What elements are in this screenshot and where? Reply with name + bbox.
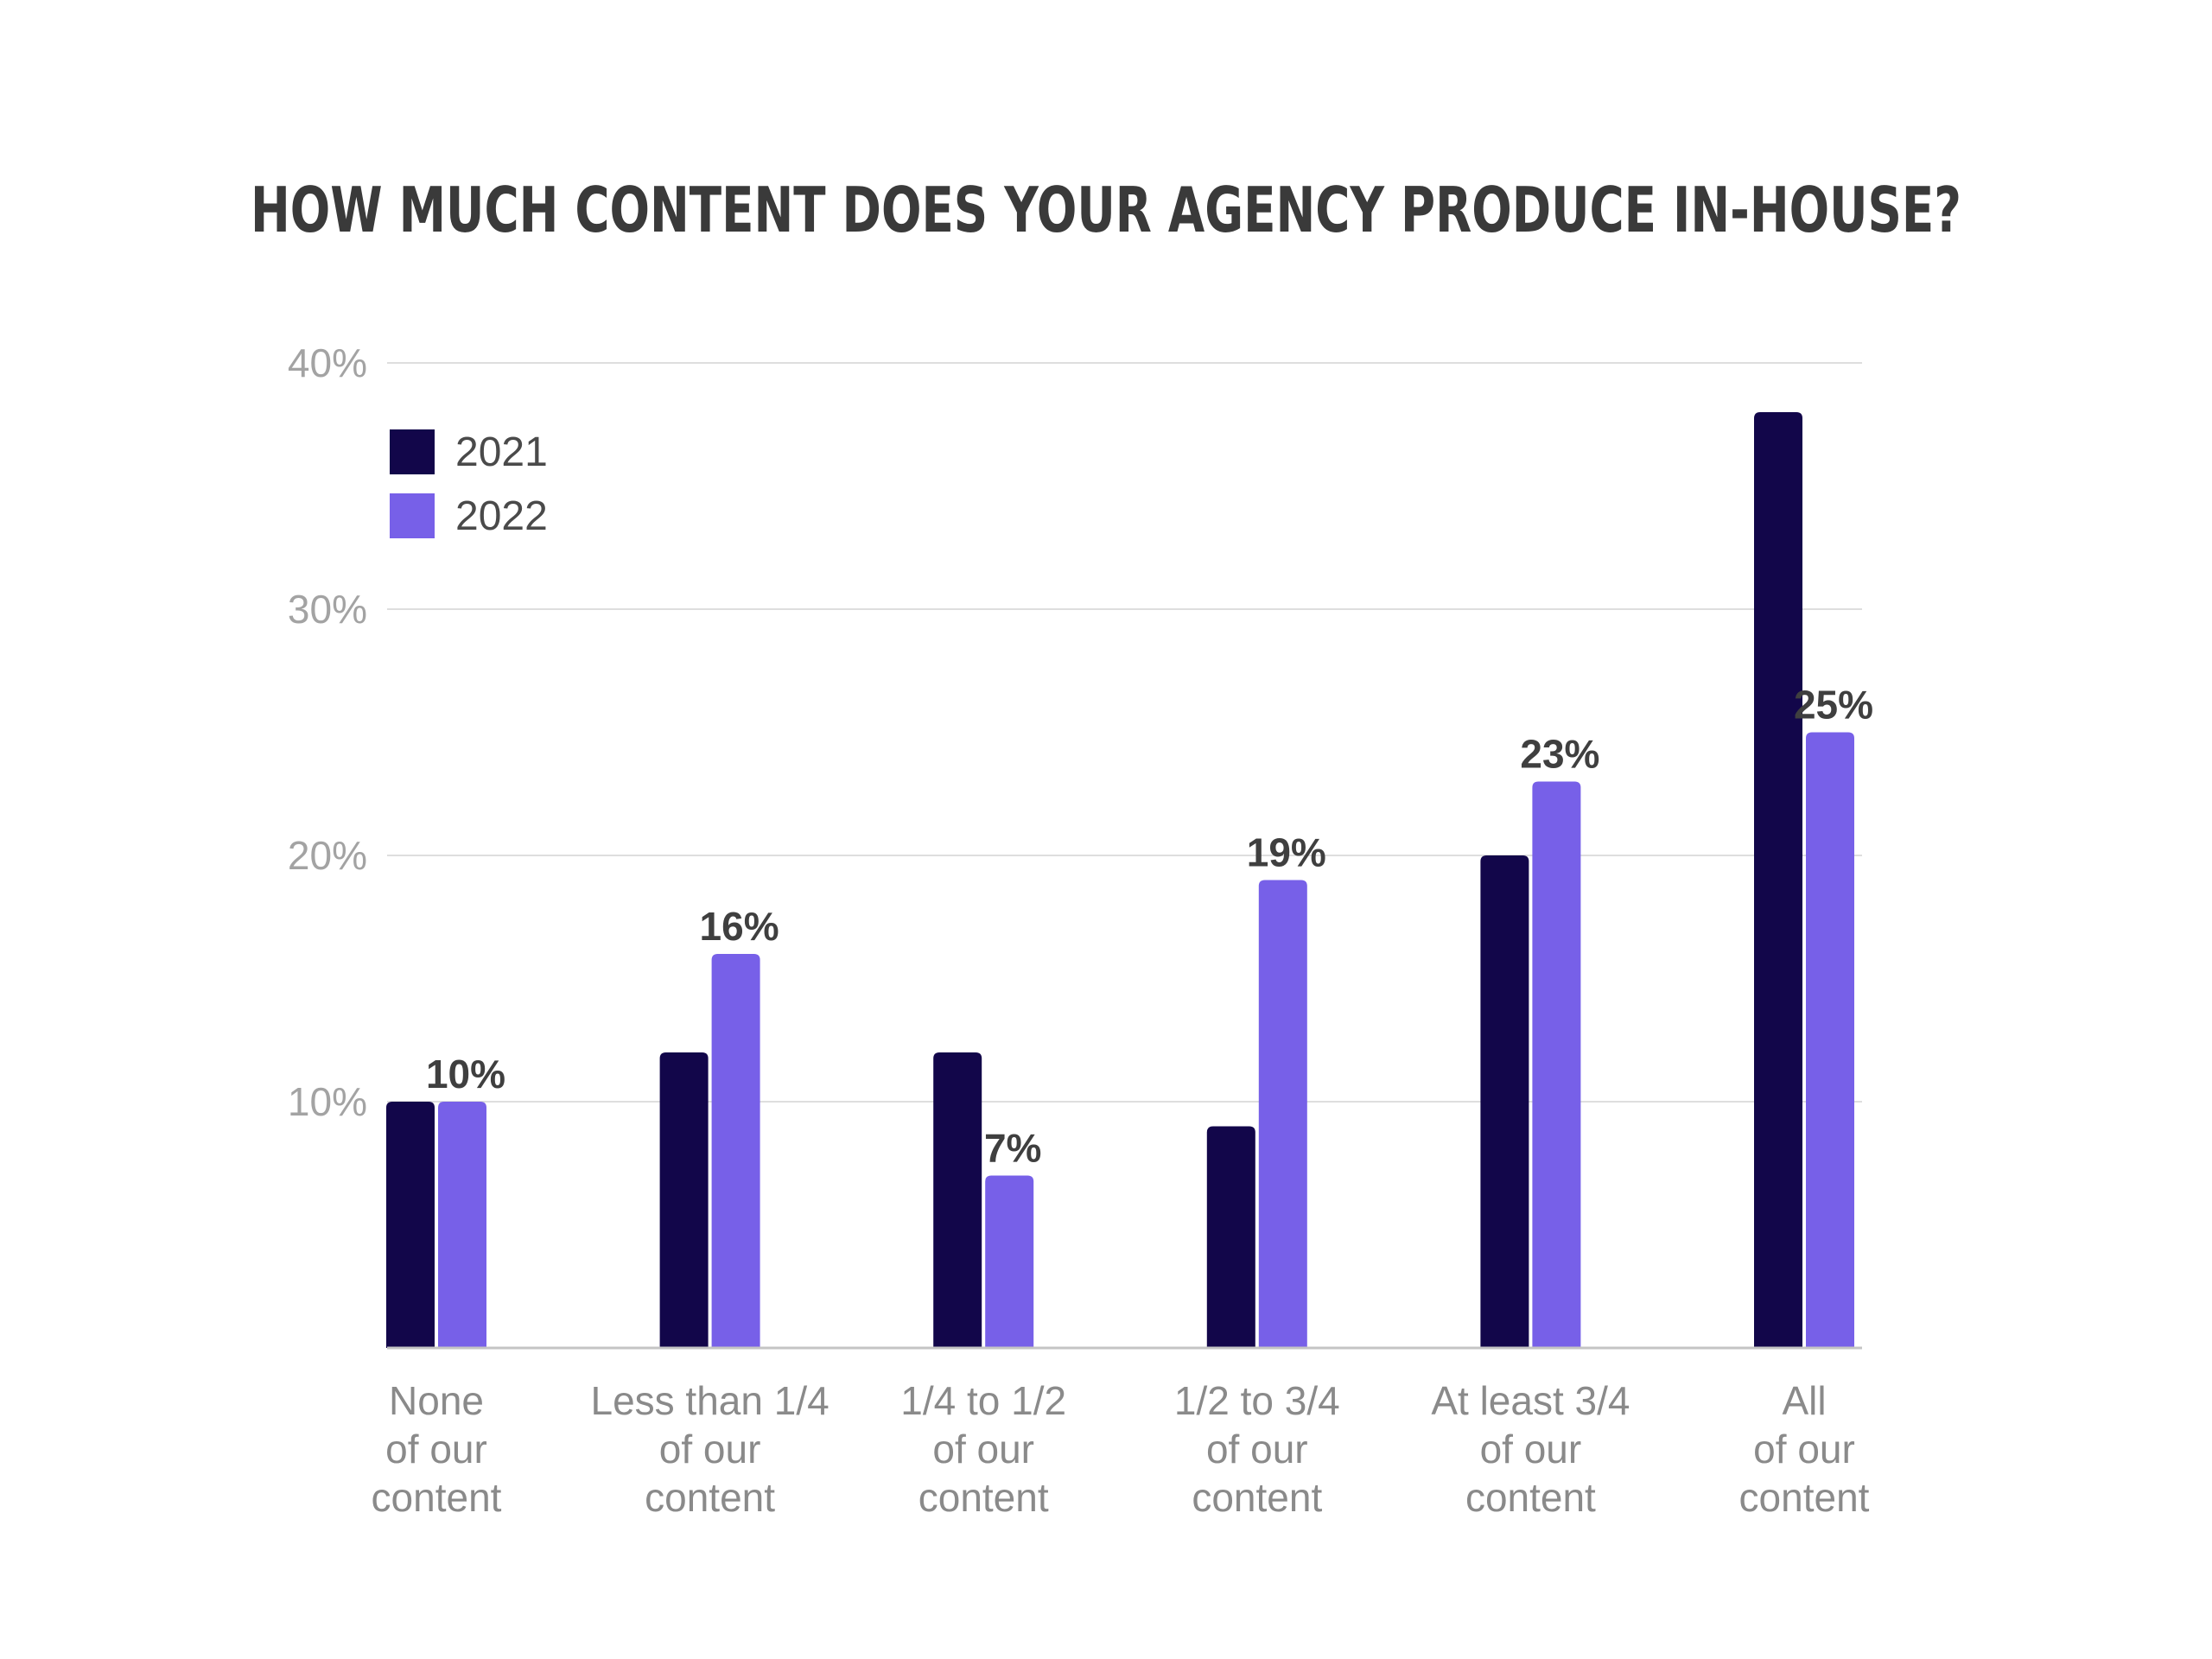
- bar-2021: [933, 1052, 982, 1348]
- x-category-label: of our: [1753, 1427, 1855, 1471]
- y-tick-label: 20%: [288, 833, 367, 878]
- bar-2022: [1258, 880, 1307, 1348]
- bars: [386, 412, 1854, 1348]
- legend-label-2022: 2022: [455, 493, 548, 539]
- bar-2021: [659, 1052, 709, 1348]
- bar-2022: [985, 1175, 1034, 1348]
- data-label: 7%: [984, 1126, 1041, 1171]
- x-category-label: content: [645, 1475, 775, 1520]
- data-label: 10%: [426, 1052, 505, 1096]
- x-category-label: content: [1192, 1475, 1322, 1520]
- x-category-label: of our: [1480, 1427, 1582, 1471]
- bar-2022: [711, 954, 760, 1348]
- bar-2022: [1806, 732, 1854, 1348]
- x-category-label: of our: [659, 1427, 761, 1471]
- x-category-label: content: [1465, 1475, 1596, 1520]
- y-tick-label: 10%: [288, 1079, 367, 1124]
- legend-label-2021: 2021: [455, 429, 548, 475]
- bar-2022: [438, 1102, 486, 1348]
- data-labels: 10% 16% 7% 19% 23% 25%: [426, 683, 1873, 1171]
- x-category-label: All: [1782, 1378, 1826, 1423]
- data-label: 23%: [1520, 732, 1599, 777]
- data-label: 25%: [1794, 683, 1873, 728]
- x-category-label: of our: [1206, 1427, 1308, 1471]
- legend-swatch-2022: [390, 493, 435, 538]
- x-category-label: content: [1739, 1475, 1870, 1520]
- bar-2021: [1206, 1126, 1255, 1348]
- x-category-label: 1/4 to 1/2: [900, 1378, 1066, 1423]
- gridlines: [387, 362, 1862, 1103]
- bar-2021: [1480, 855, 1529, 1348]
- x-category-label: content: [372, 1475, 502, 1520]
- chart-title: HOW MUCH CONTENT DOES YOUR AGENCY PRODUC…: [251, 174, 1961, 246]
- x-category-label: content: [918, 1475, 1049, 1520]
- x-category-label: 1/2 to 3/4: [1174, 1378, 1340, 1423]
- x-category-label: None: [389, 1378, 484, 1423]
- bar-2022: [1532, 781, 1581, 1348]
- x-category-label: of our: [385, 1427, 487, 1471]
- bar-2021: [386, 1102, 435, 1348]
- x-category-label: of our: [932, 1427, 1034, 1471]
- data-label: 19%: [1247, 830, 1326, 875]
- x-category-label: At least 3/4: [1431, 1378, 1630, 1423]
- data-label: 16%: [700, 904, 779, 949]
- y-tick-label: 40%: [288, 340, 367, 385]
- bar-2021: [1754, 412, 1802, 1348]
- x-category-label: Less than 1/4: [590, 1378, 829, 1423]
- y-tick-label: 30%: [288, 587, 367, 632]
- legend: 2021 2022: [390, 429, 548, 539]
- legend-swatch-2021: [390, 429, 435, 474]
